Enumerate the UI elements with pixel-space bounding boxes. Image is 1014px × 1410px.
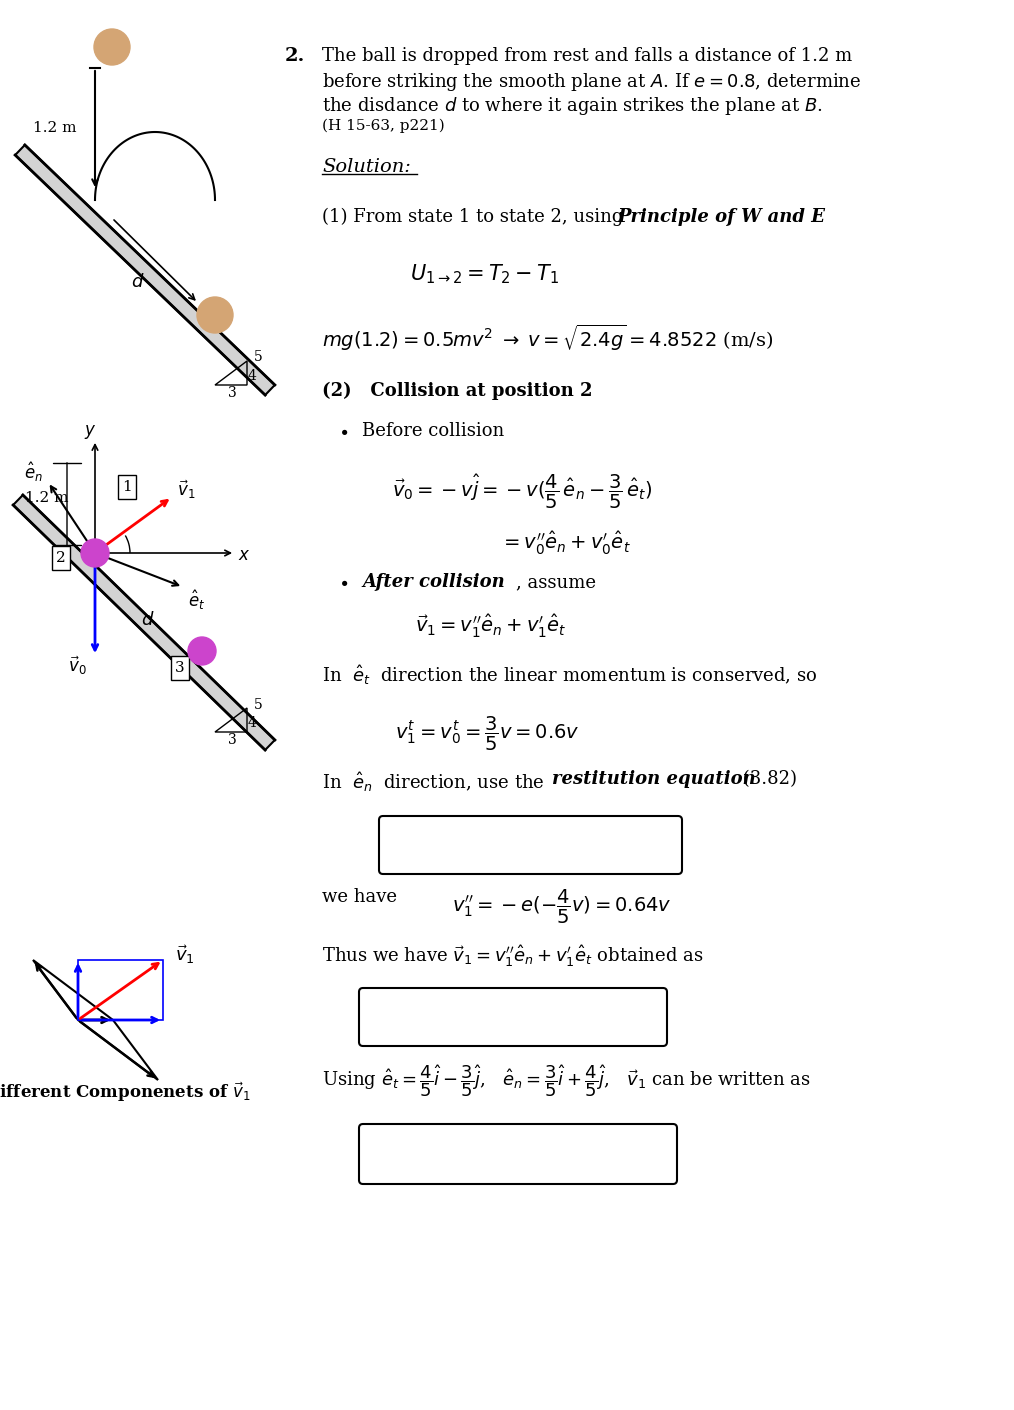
Text: $mg(1.2) = 0.5mv^2 \;\rightarrow\; v = \sqrt{2.4g} = 4.8522$ (m/s): $mg(1.2) = 0.5mv^2 \;\rightarrow\; v = \… <box>322 323 774 354</box>
Text: , assume: , assume <box>516 572 596 591</box>
Text: $(v_1^{\prime\prime} - 0) = -e(v_0^{\prime\prime} - 0)$: $(v_1^{\prime\prime} - 0) = -e(v_0^{\pri… <box>428 832 633 857</box>
Text: $v_1^t = v_0^t = \dfrac{3}{5}v = 0.6v$: $v_1^t = v_0^t = \dfrac{3}{5}v = 0.6v$ <box>395 715 580 753</box>
Text: $\vec{v}_1 = 0.864v\,\hat{i} + 0.152v\hat{j}$: $\vec{v}_1 = 0.864v\,\hat{i} + 0.152v\ha… <box>408 1139 628 1169</box>
Text: $= v_0^{\prime\prime}\hat{e}_n + v_0^{\prime}\hat{e}_t$: $= v_0^{\prime\prime}\hat{e}_n + v_0^{\p… <box>500 530 631 557</box>
Text: 4: 4 <box>247 716 257 730</box>
Text: 3: 3 <box>175 661 185 675</box>
Text: 3: 3 <box>227 386 236 400</box>
Text: Using $\hat{e}_t = \dfrac{4}{5}\hat{i} - \dfrac{3}{5}\hat{j}$,   $\hat{e}_n = \d: Using $\hat{e}_t = \dfrac{4}{5}\hat{i} -… <box>322 1063 811 1098</box>
Text: Solution:: Solution: <box>322 158 411 176</box>
Text: 5: 5 <box>254 350 263 364</box>
Text: restitution equation: restitution equation <box>552 770 755 788</box>
Text: Thus we have $\vec{v}_1 = v_1^{\prime\prime}\hat{e}_n + v_1^{\prime}\hat{e}_t$ o: Thus we have $\vec{v}_1 = v_1^{\prime\pr… <box>322 943 704 969</box>
FancyBboxPatch shape <box>359 1124 677 1184</box>
Circle shape <box>197 298 233 333</box>
Text: Before collision: Before collision <box>362 422 504 440</box>
FancyBboxPatch shape <box>379 816 682 874</box>
Text: 1.2 m: 1.2 m <box>25 491 69 505</box>
Text: before striking the smooth plane at $A$. If $e = 0.8$, determine: before striking the smooth plane at $A$.… <box>322 70 861 93</box>
Polygon shape <box>15 145 275 395</box>
Text: 4: 4 <box>247 369 257 384</box>
Text: $U_{1\rightarrow2} = T_2 - T_1$: $U_{1\rightarrow2} = T_2 - T_1$ <box>410 262 559 286</box>
Text: $\hat{e}_n$: $\hat{e}_n$ <box>23 460 43 484</box>
Text: Principle of W and E: Principle of W and E <box>617 209 825 226</box>
Text: $\vec{v}_0$: $\vec{v}_0$ <box>68 654 86 677</box>
Text: (2)   Collision at position 2: (2) Collision at position 2 <box>322 382 592 400</box>
FancyBboxPatch shape <box>359 988 667 1046</box>
Text: The ball is dropped from rest and falls a distance of 1.2 m: The ball is dropped from rest and falls … <box>322 47 852 65</box>
Text: After collision: After collision <box>362 572 505 591</box>
Text: $v_1^{\prime\prime} = -e(-\dfrac{4}{5}v) = 0.64v$: $v_1^{\prime\prime} = -e(-\dfrac{4}{5}v)… <box>452 888 671 926</box>
Text: 1.2 m: 1.2 m <box>33 121 77 135</box>
Text: In  $\hat{e}_n$  direction, use the: In $\hat{e}_n$ direction, use the <box>322 770 546 794</box>
Text: the disdance $d$ to where it again strikes the plane at $B$.: the disdance $d$ to where it again strik… <box>322 94 823 117</box>
Circle shape <box>81 539 108 567</box>
Text: $\vec{v}_1 = v_1^{\prime\prime}\hat{e}_n + v_1^{\prime}\hat{e}_t$: $\vec{v}_1 = v_1^{\prime\prime}\hat{e}_n… <box>415 613 567 640</box>
Circle shape <box>94 30 130 65</box>
Text: (3.82): (3.82) <box>737 770 797 788</box>
Text: $\vec{v}_1 = 0.64v\hat{e}_n + 0.6v\, \hat{e}_t$: $\vec{v}_1 = 0.64v\hat{e}_n + 0.6v\, \ha… <box>408 1004 619 1029</box>
Text: 5: 5 <box>254 698 263 712</box>
Polygon shape <box>13 495 275 750</box>
Text: $\vec{v}_1$: $\vec{v}_1$ <box>176 479 195 501</box>
Text: 2: 2 <box>56 551 66 565</box>
Text: we have: we have <box>322 888 397 907</box>
Text: $d$: $d$ <box>131 274 145 290</box>
Text: 2.: 2. <box>285 47 305 65</box>
Text: $\vec{v}_0 = -v\hat{j} = -v(\dfrac{4}{5}\, \hat{e}_n - \dfrac{3}{5}\, \hat{e}_t): $\vec{v}_0 = -v\hat{j} = -v(\dfrac{4}{5}… <box>392 472 652 510</box>
Text: 3: 3 <box>227 733 236 747</box>
Text: $d$: $d$ <box>141 611 155 629</box>
Text: 1: 1 <box>122 479 132 493</box>
Text: $y$: $y$ <box>84 423 96 441</box>
Text: $\bullet$: $\bullet$ <box>338 422 348 440</box>
Text: $x$: $x$ <box>238 547 250 564</box>
Text: $\vec{v}_1$: $\vec{v}_1$ <box>175 943 195 966</box>
Text: (H 15-63, p221): (H 15-63, p221) <box>322 118 445 134</box>
Circle shape <box>188 637 216 666</box>
Text: $\bullet$: $\bullet$ <box>338 572 348 591</box>
Text: (1) From state 1 to state 2, using: (1) From state 1 to state 2, using <box>322 209 629 226</box>
Text: $\hat{e}_t$: $\hat{e}_t$ <box>189 588 206 612</box>
Text: In  $\hat{e}_t$  direction the linear momentum is conserved, so: In $\hat{e}_t$ direction the linear mome… <box>322 663 817 687</box>
Text: Different Componenets of $\vec{v}_1$: Different Componenets of $\vec{v}_1$ <box>0 1080 250 1104</box>
